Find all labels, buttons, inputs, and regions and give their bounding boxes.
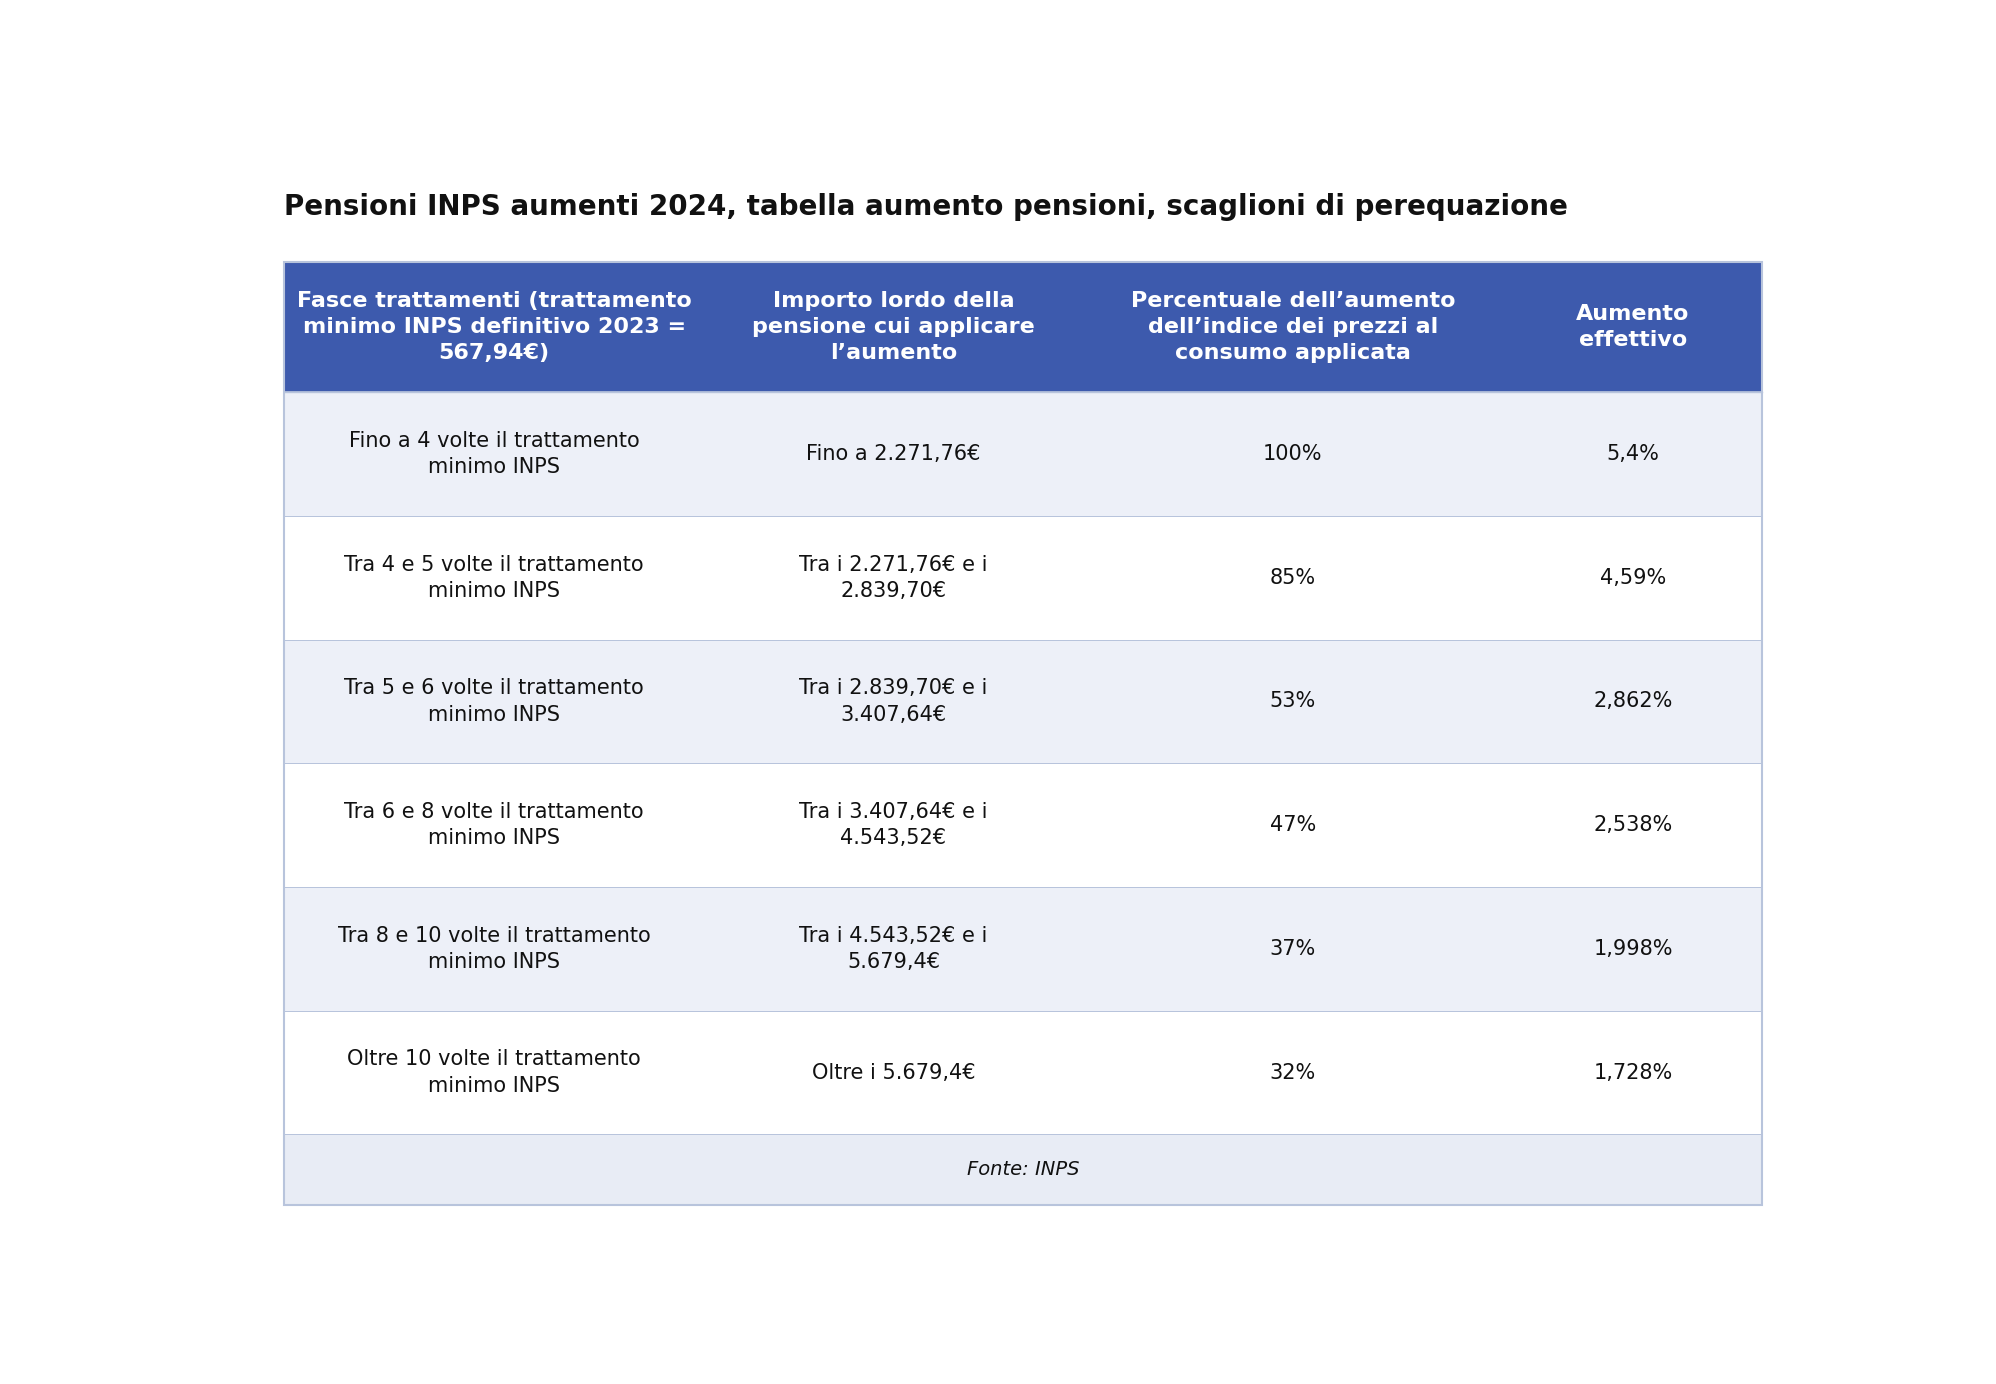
Text: Oltre 10 volte il trattamento
minimo INPS: Oltre 10 volte il trattamento minimo INP… [347,1049,641,1096]
FancyBboxPatch shape [283,1010,1762,1135]
Text: Tra 6 e 8 volte il trattamento
minimo INPS: Tra 6 e 8 volte il trattamento minimo IN… [345,801,645,848]
Text: Importo lordo della
pensione cui applicare
l’aumento: Importo lordo della pensione cui applica… [752,291,1036,364]
Text: 1,998%: 1,998% [1593,938,1673,959]
Text: 37%: 37% [1269,938,1315,959]
FancyBboxPatch shape [283,887,1762,1010]
FancyBboxPatch shape [283,763,1762,887]
FancyBboxPatch shape [283,516,1762,639]
Text: 32%: 32% [1269,1063,1315,1082]
Text: 100%: 100% [1263,444,1323,464]
Text: Tra i 3.407,64€ e i
4.543,52€: Tra i 3.407,64€ e i 4.543,52€ [798,801,988,848]
Text: Tra 5 e 6 volte il trattamento
minimo INPS: Tra 5 e 6 volte il trattamento minimo IN… [345,678,645,725]
FancyBboxPatch shape [283,1135,1762,1205]
Text: Fino a 2.271,76€: Fino a 2.271,76€ [806,444,980,464]
FancyBboxPatch shape [283,392,1762,516]
Text: 85%: 85% [1269,567,1315,588]
Text: 2,538%: 2,538% [1593,815,1673,835]
Text: Pensioni INPS aumenti 2024, tabella aumento pensioni, scaglioni di perequazione: Pensioni INPS aumenti 2024, tabella aume… [283,192,1567,220]
Text: Fino a 4 volte il trattamento
minimo INPS: Fino a 4 volte il trattamento minimo INP… [349,430,639,477]
Text: 1,728%: 1,728% [1593,1063,1673,1082]
Text: Percentuale dell’aumento
dell’indice dei prezzi al
consumo applicata: Percentuale dell’aumento dell’indice dei… [1130,291,1455,364]
Text: 53%: 53% [1269,692,1315,711]
Text: Tra i 2.839,70€ e i
3.407,64€: Tra i 2.839,70€ e i 3.407,64€ [798,678,988,725]
Text: Tra 8 e 10 volte il trattamento
minimo INPS: Tra 8 e 10 volte il trattamento minimo I… [337,926,651,972]
Text: Oltre i 5.679,4€: Oltre i 5.679,4€ [812,1063,976,1082]
FancyBboxPatch shape [283,639,1762,763]
Text: 47%: 47% [1269,815,1315,835]
Text: Tra i 4.543,52€ e i
5.679,4€: Tra i 4.543,52€ e i 5.679,4€ [798,926,988,972]
Text: Fonte: INPS: Fonte: INPS [966,1160,1080,1179]
Text: Tra 4 e 5 volte il trattamento
minimo INPS: Tra 4 e 5 volte il trattamento minimo IN… [345,555,645,601]
FancyBboxPatch shape [283,262,1762,392]
Text: 5,4%: 5,4% [1607,444,1659,464]
Text: 2,862%: 2,862% [1593,692,1673,711]
Text: Aumento
effettivo: Aumento effettivo [1577,304,1691,350]
Text: Fasce trattamenti (trattamento
minimo INPS definitivo 2023 =
567,94€): Fasce trattamenti (trattamento minimo IN… [297,291,693,364]
Text: 4,59%: 4,59% [1601,567,1667,588]
Text: Tra i 2.271,76€ e i
2.839,70€: Tra i 2.271,76€ e i 2.839,70€ [798,555,988,601]
